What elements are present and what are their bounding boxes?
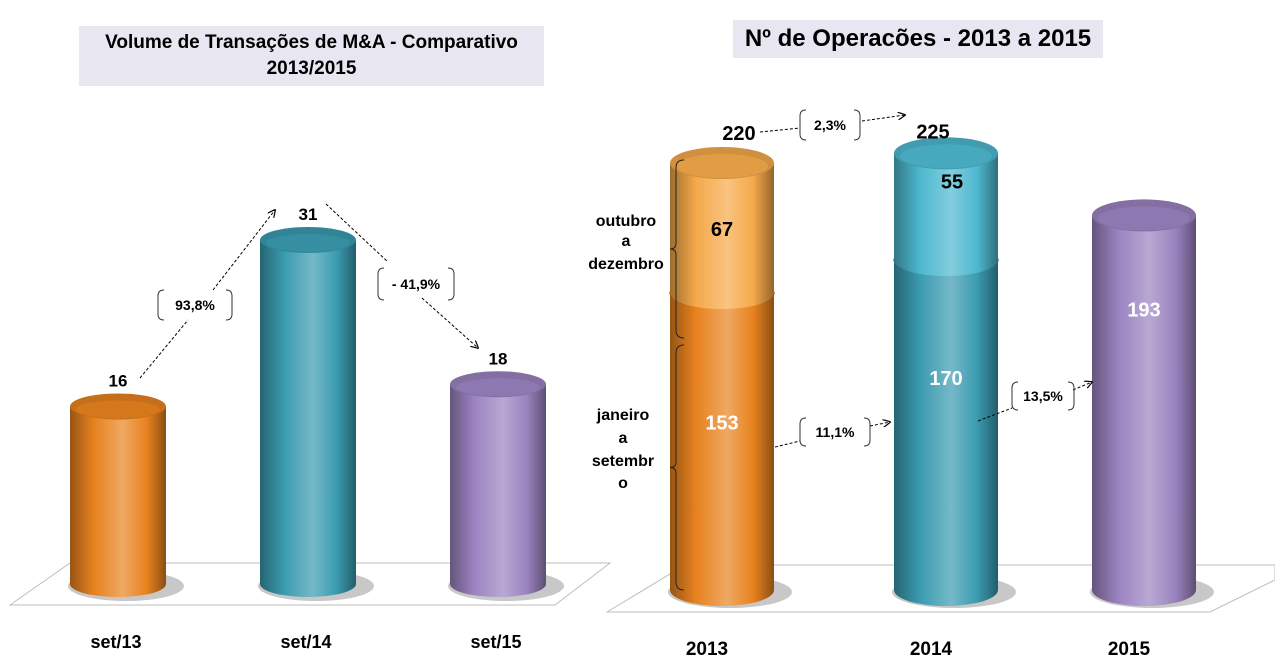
bar-2013-out-dez (670, 147, 774, 310)
bar-set-14-top-highlight (266, 234, 350, 252)
bar-2014-jan-set-bottom (894, 574, 998, 606)
left-chart-title: Volume de Transações de M&A - Comparativ… (79, 26, 544, 86)
segment-label-jan-set-0: 153 (705, 413, 738, 435)
bar-2013-out-dez-bottom (670, 277, 774, 310)
annotation-box-1-text: 93,8% (175, 297, 215, 313)
annotation-box-1: 93,8% (157, 289, 233, 321)
segment-label-out-dez-1: 55 (941, 172, 963, 194)
segment-label-out-dez-0: 67 (711, 219, 733, 241)
bar-set-15-body (450, 384, 546, 584)
value-label-0: 16 (109, 371, 128, 390)
x-tick-label-0: 2013 (686, 639, 728, 660)
annotation-line-r1b (861, 115, 905, 122)
bar-2013-out-dez-body (670, 163, 774, 294)
value-label-1: 31 (299, 205, 318, 224)
annotation-box-r1: 2,3% (799, 109, 861, 141)
bar-set-14 (260, 227, 356, 597)
annotation-box-r2-text: 11,1% (816, 424, 855, 440)
bar-2013-jan-set (669, 282, 775, 606)
annotation-line-r2a (774, 440, 801, 448)
annotation-box-r1-text: 2,3% (814, 117, 846, 133)
segment-label-jan-set-2: 193 (1127, 300, 1160, 322)
bar-2015-jan-set-body (1092, 215, 1196, 590)
bar-2013-jan-set-body (670, 293, 774, 590)
bar-2014-jan-set-body (894, 260, 998, 590)
annotation-box-r2-right-bracket (863, 417, 871, 447)
annotation-box-1-right-bracket (225, 289, 233, 321)
left-chart-title-line-2: 2013/2015 (266, 58, 357, 79)
bar-2014-jan-set (893, 249, 999, 606)
bar-set-15 (450, 371, 546, 597)
x-tick-label-2: 2015 (1108, 639, 1151, 660)
bar-set-13-top-highlight (76, 400, 160, 419)
bar-set-15-top-highlight (456, 378, 540, 397)
annotation-box-r3-left-bracket (1011, 381, 1019, 411)
annotation-box-r3-text: 13,5% (1023, 388, 1063, 404)
bar-2014-out-dez (894, 137, 998, 277)
annotation-box-2-text: - 41,9% (392, 276, 441, 292)
right-chart: 1536722020131705522520141932015outubroad… (588, 109, 1275, 660)
bar-2014-out-dez-body (894, 153, 998, 261)
bar-set-13-bottom (70, 571, 166, 597)
bar-set-13 (70, 393, 166, 597)
brace-out-dez (669, 159, 685, 339)
annotation-line-2b (421, 297, 478, 348)
annotation-box-r2: 11,1% (799, 417, 871, 447)
total-label-1: 225 (916, 121, 949, 143)
annotation-box-r3-right-bracket (1067, 381, 1075, 411)
bar-2015-jan-set-bottom (1092, 574, 1196, 606)
side-label-out-dez-line-2: dezembro (588, 256, 664, 273)
x-tick-label-1: 2014 (910, 639, 953, 660)
x-tick-label-2: set/15 (470, 632, 521, 652)
annotation-box-r2-left-bracket (799, 417, 807, 447)
bar-2015-jan-set-top-highlight (1098, 206, 1190, 231)
left-chart-title-line-1: Volume de Transações de M&A - Comparativ… (105, 32, 518, 53)
annotation-line-1a (139, 319, 189, 379)
bar-2014-out-dez-bottom (894, 244, 998, 277)
side-label-jan-set-line-3: o (618, 475, 628, 492)
side-label-jan-set-line-1: a (619, 430, 628, 447)
annotation-box-2: - 41,9% (377, 267, 455, 301)
bar-2014-out-dez-top-highlight (900, 144, 992, 169)
annotation-box-2-right-bracket (447, 267, 455, 301)
bar-set-15-bottom (450, 571, 546, 597)
annotation-line-1b (212, 210, 275, 291)
annotation-line-r3a (977, 407, 1013, 422)
right-chart-title: Nº de Operacões - 2013 a 2015 (733, 20, 1103, 58)
side-label-jan-set-line-0: janeiro (596, 407, 650, 424)
bar-set-13-body (70, 406, 166, 584)
brace-jan-set (669, 344, 685, 591)
annotation-box-1-left-bracket (157, 289, 165, 321)
side-label-jan-set-line-2: setembr (592, 453, 654, 470)
segment-label-jan-set-1: 170 (929, 368, 962, 390)
annotation-line-r1a (759, 127, 801, 133)
x-tick-label-0: set/13 (90, 632, 141, 652)
x-tick-label-1: set/14 (280, 632, 331, 652)
value-label-2: 18 (489, 349, 508, 368)
annotation-box-r1-left-bracket (799, 109, 807, 141)
total-label-0: 220 (722, 123, 755, 145)
annotation-box-r1-right-bracket (853, 109, 861, 141)
annotation-line-r3b (1072, 382, 1092, 391)
bar-set-14-body (260, 240, 356, 584)
annotation-line-2a (325, 203, 389, 263)
left-chart: 16 set/13 31 set/14 18 set/15 93,8% - 41,9% (8, 203, 612, 652)
annotation-line-r2b (869, 422, 890, 426)
bar-2013-out-dez-top-highlight (676, 154, 768, 178)
bar-2015-jan-set (1092, 199, 1196, 606)
bar-2013-jan-set-bottom (670, 574, 774, 606)
annotation-box-r3: 13,5% (1011, 381, 1075, 411)
side-label-out-dez-line-1: a (622, 233, 631, 250)
bar-set-14-bottom (260, 571, 356, 597)
side-label-out-dez-line-0: outubro (596, 213, 657, 230)
annotation-box-2-left-bracket (377, 267, 385, 301)
